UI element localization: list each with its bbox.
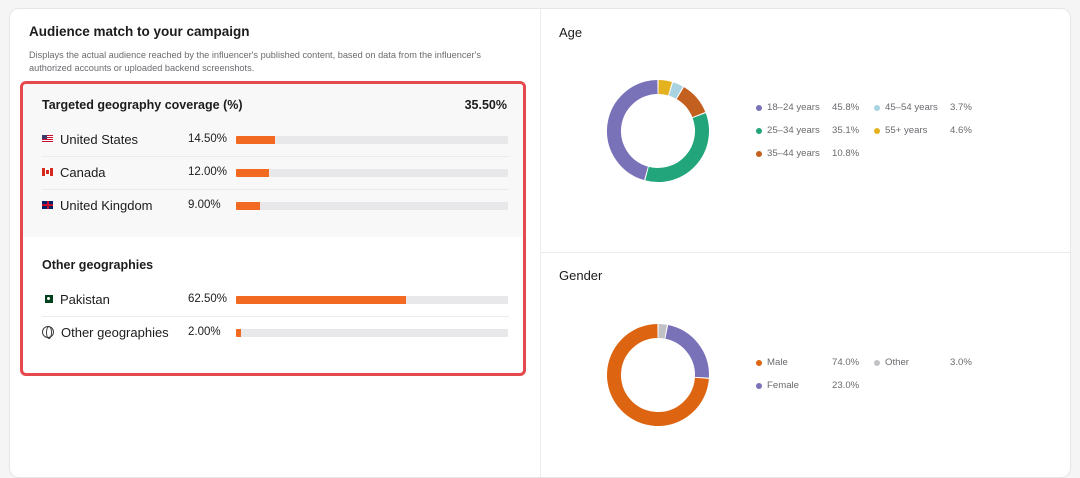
legend-swatch: [874, 128, 880, 134]
donut-slice-other: [658, 324, 667, 339]
donut-slice-25-34-years: [645, 113, 709, 182]
country-name: Other geographies: [61, 325, 169, 340]
legend-value: 35.1%: [832, 125, 860, 136]
donut-slice-female: [665, 325, 709, 378]
legend-value: 4.6%: [950, 125, 972, 136]
country-percent: 9.00%: [188, 199, 221, 211]
legend-value: 45.8%: [832, 102, 860, 113]
geography-panel: Audience match to your campaign Displays…: [10, 9, 540, 477]
progress-track: [236, 202, 508, 210]
progress-fill: [236, 202, 261, 210]
legend-swatch: [756, 128, 762, 134]
legend-label: 55+ years: [885, 125, 928, 136]
progress-fill: [236, 329, 242, 337]
country-percent: 2.00%: [188, 326, 221, 338]
targeted-geography-section: Targeted geography coverage (%) 35.50% U…: [23, 84, 523, 237]
gender-donut-chart: [607, 324, 709, 426]
canada-flag-icon: [42, 168, 53, 176]
country-percent: 62.50%: [188, 293, 228, 305]
globe-icon: [42, 326, 54, 339]
progress-fill: [236, 169, 269, 177]
legend-label: 45–54 years: [885, 102, 938, 113]
legend-value: 3.0%: [950, 357, 972, 368]
progress-fill: [236, 296, 406, 304]
progress-fill: [236, 136, 276, 144]
pakistan-flag-icon: [42, 295, 53, 303]
card-description: Displays the actual audience reached by …: [29, 50, 481, 73]
gender-chart-title: Gender: [559, 268, 603, 283]
legend-value: 3.7%: [950, 102, 972, 113]
legend-label: Male: [767, 357, 788, 368]
geo-row-united-kingdom: United Kingdom 9.00%: [42, 190, 509, 223]
progress-track: [236, 169, 508, 177]
donut-slice-male: [607, 324, 709, 426]
progress-track: [236, 329, 508, 337]
country-name: Pakistan: [60, 292, 110, 307]
legend-label: Other: [885, 357, 909, 368]
geography-coverage-box: Targeted geography coverage (%) 35.50% U…: [20, 81, 526, 376]
legend-swatch: [756, 105, 762, 111]
audience-match-card: Audience match to your campaign Displays…: [9, 8, 1071, 478]
donut-slice-55-years: [658, 80, 672, 96]
legend-swatch: [756, 360, 762, 366]
country-percent: 14.50%: [188, 133, 228, 145]
donut-slice-35-44-years: [676, 87, 706, 118]
legend-value: 74.0%: [832, 357, 860, 368]
donut-slice-18-24-years: [607, 80, 658, 181]
country-percent: 12.00%: [188, 166, 228, 178]
country-name: Canada: [60, 165, 106, 180]
legend-value: 23.0%: [832, 380, 860, 391]
age-donut-chart: [607, 80, 709, 182]
targeted-geography-total: 35.50%: [464, 98, 507, 112]
geo-row-pakistan: Pakistan 62.50%: [42, 284, 509, 317]
country-name: United States: [60, 132, 139, 147]
progress-track: [236, 136, 508, 144]
legend-label: 18–24 years: [767, 102, 820, 113]
panel-divider: [540, 9, 541, 477]
legend-value: 10.8%: [832, 148, 860, 159]
geo-row-united-states: United States 14.50%: [42, 124, 509, 157]
targeted-geography-title: Targeted geography coverage (%): [42, 98, 243, 112]
uk-flag-icon: [42, 201, 53, 209]
donut-slice-45-54-years: [668, 82, 683, 99]
legend-label: 25–34 years: [767, 125, 820, 136]
card-title: Audience match to your campaign: [29, 24, 250, 39]
legend-swatch: [756, 151, 762, 157]
legend-swatch: [874, 105, 880, 111]
legend-swatch: [874, 360, 880, 366]
other-geographies-title: Other geographies: [42, 258, 154, 272]
legend-label: 35–44 years: [767, 148, 820, 159]
geo-row-canada: Canada 12.00%: [42, 157, 509, 190]
chart-divider: [541, 252, 1070, 253]
age-chart-title: Age: [559, 25, 583, 40]
gender-legend: Male 74.0% Other 3.0% Female 23.0%: [756, 357, 996, 397]
legend-label: Female: [767, 380, 799, 391]
legend-swatch: [756, 383, 762, 389]
country-name: United Kingdom: [60, 198, 153, 213]
us-flag-icon: [42, 135, 53, 143]
geo-row-other-geographies: Other geographies 2.00%: [42, 317, 509, 350]
age-legend: 18–24 years 45.8% 45–54 years 3.7% 25–34…: [756, 102, 996, 162]
progress-track: [236, 296, 508, 304]
